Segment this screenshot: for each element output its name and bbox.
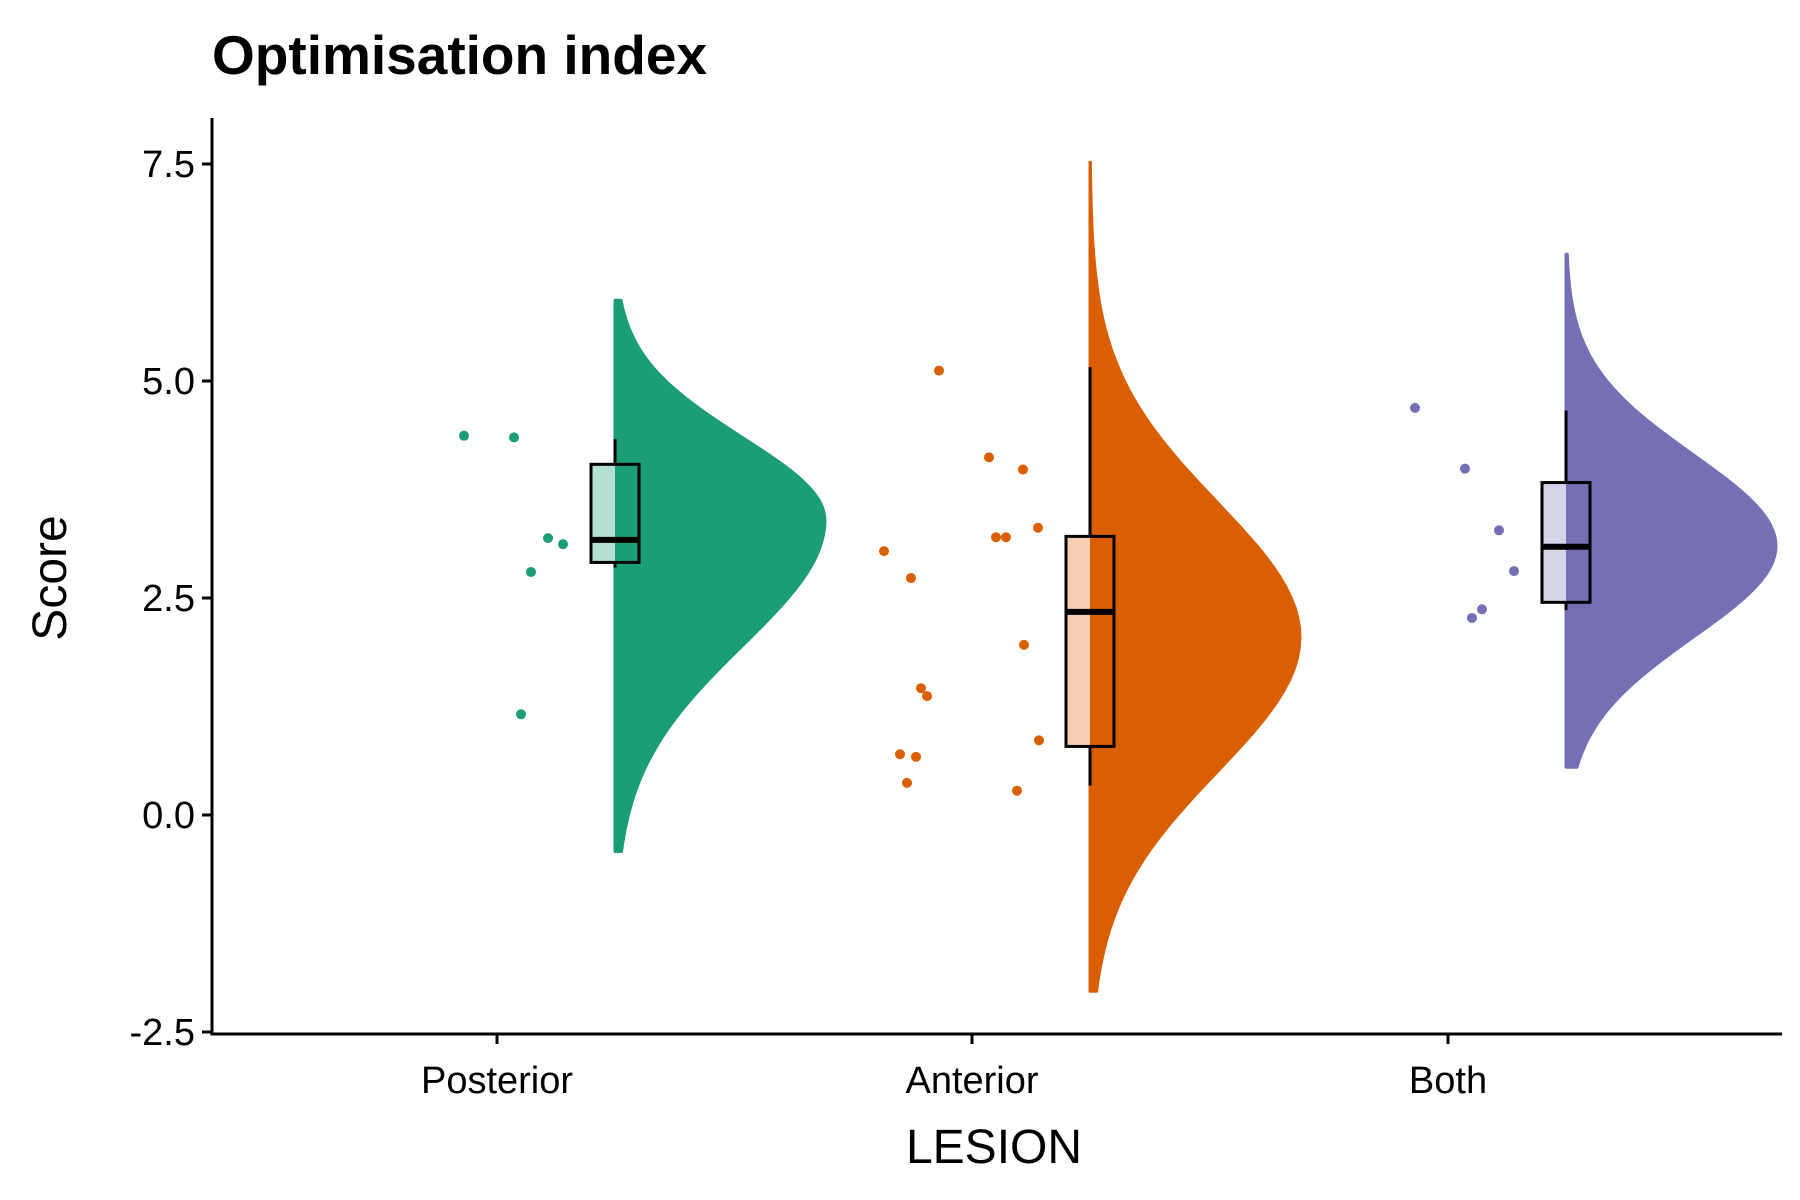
data-point (1477, 604, 1487, 615)
y-axis-title: Score (24, 515, 77, 640)
x-axis-title: LESION (906, 1121, 1082, 1174)
density-cloud (1564, 252, 1778, 769)
box-iqr (589, 462, 641, 564)
data-point (922, 691, 932, 702)
data-point (1494, 525, 1504, 536)
y-tick-label: -2.5 (130, 1012, 195, 1054)
data-point (991, 532, 1001, 543)
data-point (1001, 532, 1011, 543)
x-tick-label: Both (1409, 1060, 1487, 1102)
data-point (1467, 612, 1477, 623)
box-iqr (1064, 534, 1116, 748)
x-tick-label: Posterior (421, 1060, 573, 1102)
data-point (1509, 566, 1519, 577)
axes: -2.5 0.0 2.5 5.0 7.5 Posterior Anterior Both (130, 118, 1782, 1102)
data-point (984, 452, 994, 463)
data-point (1019, 639, 1029, 650)
data-point (459, 430, 469, 441)
y-tick-label: 0.0 (142, 795, 195, 837)
y-tick-label: 2.5 (142, 578, 195, 620)
data-point (906, 573, 916, 584)
data-point (895, 749, 905, 760)
data-point (1034, 735, 1044, 746)
group-anterior (879, 160, 1302, 993)
data-point (1018, 464, 1028, 475)
box-left-half (591, 464, 615, 563)
box-left-half (1542, 482, 1566, 603)
plot-area (459, 160, 1778, 993)
data-point (543, 533, 553, 544)
box-left-half (1066, 536, 1090, 747)
density-cloud (613, 298, 827, 853)
data-point (1460, 463, 1470, 474)
y-tick-label: 5.0 (142, 361, 195, 403)
data-point (526, 566, 536, 577)
data-point (558, 539, 568, 550)
data-point (1012, 785, 1022, 796)
data-point (509, 432, 519, 443)
box-iqr (1540, 481, 1592, 604)
data-point (1410, 402, 1420, 413)
data-point (1033, 522, 1043, 533)
x-tick-label: Anterior (905, 1060, 1038, 1102)
data-point (911, 751, 921, 762)
data-point (916, 683, 926, 694)
chart-title: Optimisation index (212, 24, 707, 86)
group-posterior (459, 298, 827, 853)
data-point (934, 365, 944, 376)
data-point (516, 709, 526, 720)
data-point (879, 546, 889, 557)
data-point (902, 777, 912, 788)
y-tick-label: 7.5 (142, 144, 195, 186)
group-both (1410, 252, 1778, 769)
density-cloud (1088, 160, 1302, 993)
